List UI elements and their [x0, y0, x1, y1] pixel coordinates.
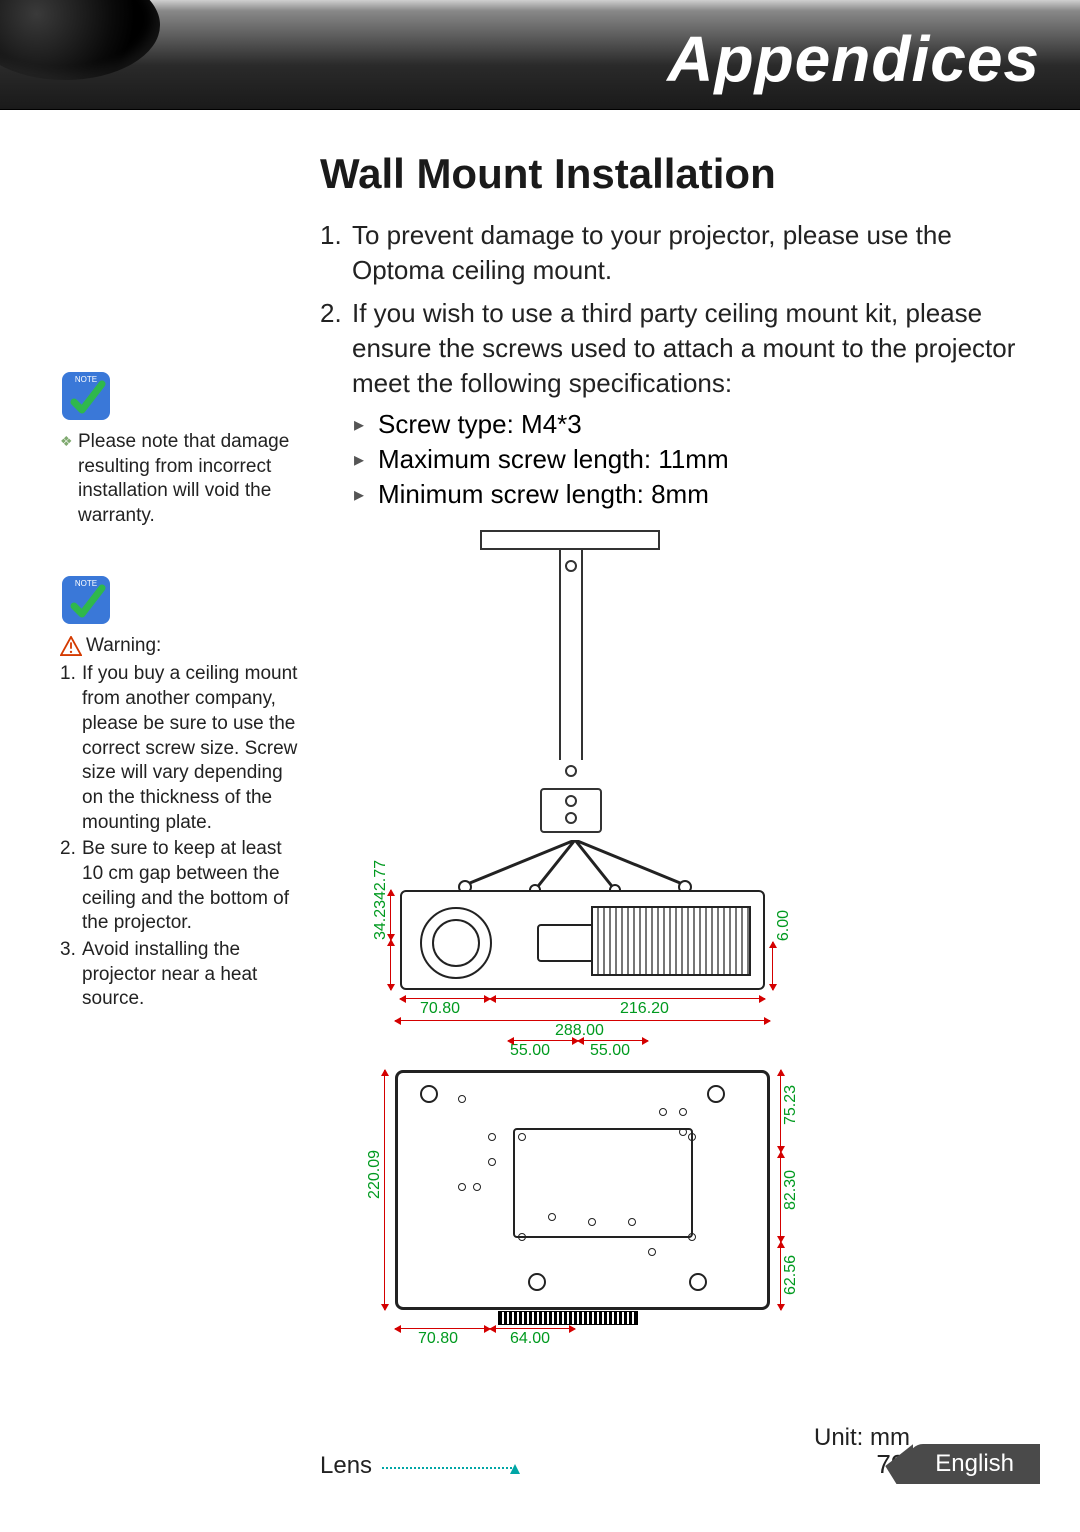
- hole: [528, 1273, 546, 1291]
- dim-line: [490, 1328, 575, 1329]
- note-badge-icon: NOTE: [60, 370, 112, 422]
- hole: [458, 1183, 466, 1191]
- hole: [689, 1273, 707, 1291]
- warning-item-1: 1.If you buy a ceiling mount from anothe…: [60, 662, 300, 835]
- svg-text:NOTE: NOTE: [75, 579, 97, 588]
- arrow-bullet-icon: ▸: [354, 409, 378, 437]
- front-mid-port: [537, 924, 597, 962]
- hole: [688, 1133, 696, 1141]
- dim-label: 70.80: [420, 1000, 460, 1018]
- projector-front-view: [400, 890, 765, 990]
- dim-line: [400, 998, 490, 999]
- section-title: Wall Mount Installation: [320, 150, 1040, 198]
- diamond-bullet-icon: ❖: [60, 430, 78, 529]
- note1-entry: ❖ Please note that damage resulting from…: [60, 430, 300, 529]
- svg-text:NOTE: NOTE: [75, 375, 97, 384]
- foot-scale: [498, 1311, 638, 1325]
- dim-label: 220.09: [366, 1150, 384, 1199]
- note1-text: Please note that damage resulting from i…: [78, 430, 300, 529]
- main-column: Wall Mount Installation 1.To prevent dam…: [320, 150, 1040, 1360]
- dim-line: [780, 1152, 781, 1242]
- mount-diagram: 34.23 42.77 6.00 70.80 216.20 288.00 55.…: [340, 530, 860, 1360]
- dim-line: [578, 1040, 648, 1041]
- dim-line: [384, 1070, 385, 1310]
- page-body: NOTE ❖ Please note that damage resulting…: [0, 110, 1080, 1360]
- hole: [707, 1085, 725, 1103]
- mount-arms: [435, 840, 715, 895]
- header-lens-decor: [0, 0, 160, 80]
- hole: [488, 1133, 496, 1141]
- projector-bottom-view: [395, 1070, 770, 1310]
- hole: [679, 1108, 687, 1116]
- dim-label: 75.23: [782, 1085, 800, 1125]
- language-tab: English: [909, 1444, 1040, 1484]
- lens-label: Lens: [320, 1452, 372, 1480]
- warning-heading: Warning:: [60, 634, 300, 659]
- dim-label: 6.00: [775, 910, 793, 941]
- note-badge-icon-2: NOTE: [60, 574, 112, 626]
- dim-label: 70.80: [418, 1330, 458, 1348]
- instruction-1: 1.To prevent damage to your projector, p…: [320, 218, 1040, 288]
- dim-label: 82.30: [782, 1170, 800, 1210]
- vent-panel: [591, 906, 751, 976]
- dim-label: 62.56: [782, 1255, 800, 1295]
- page-number-wrap: 79 English: [876, 1444, 1040, 1484]
- dim-line: [780, 1242, 781, 1310]
- header-band: Appendices: [0, 0, 1080, 110]
- ceiling-plate: [480, 530, 660, 550]
- warning-triangle-icon: [60, 636, 82, 656]
- mount-pole: [559, 550, 583, 760]
- arrow-bullet-icon: ▸: [354, 479, 378, 507]
- note-block-1: NOTE ❖ Please note that damage resulting…: [60, 370, 300, 529]
- spec-list: ▸Screw type: M4*3 ▸Maximum screw length:…: [354, 409, 1040, 510]
- dim-label: 55.00: [510, 1042, 550, 1060]
- instruction-list: 1.To prevent damage to your projector, p…: [320, 218, 1040, 401]
- lens-arrow-icon: [510, 1464, 520, 1474]
- dim-line: [508, 1040, 578, 1041]
- dim-line: [772, 942, 773, 990]
- hole: [688, 1233, 696, 1241]
- warning-item-2: 2.Be sure to keep at least 10 cm gap bet…: [60, 837, 300, 936]
- sidebar: NOTE ❖ Please note that damage resulting…: [60, 370, 300, 1057]
- dim-label: 55.00: [590, 1042, 630, 1060]
- dim-line: [390, 890, 391, 940]
- header-title: Appendices: [667, 22, 1040, 96]
- hole: [488, 1158, 496, 1166]
- spec-3: ▸Minimum screw length: 8mm: [354, 479, 1040, 510]
- hole: [420, 1085, 438, 1103]
- warning-label: Warning:: [86, 634, 161, 659]
- dim-line: [490, 998, 765, 999]
- spec-1: ▸Screw type: M4*3: [354, 409, 1040, 440]
- instruction-2: 2.If you wish to use a third party ceili…: [320, 296, 1040, 401]
- dim-label: 64.00: [510, 1330, 550, 1348]
- dim-line: [390, 940, 391, 990]
- dim-label: 216.20: [620, 1000, 669, 1018]
- lens-leader-line: [382, 1467, 512, 1469]
- note-block-2: NOTE Warning: 1.If you buy a ceiling mou…: [60, 574, 300, 1012]
- mount-plate-outline: [513, 1128, 693, 1238]
- footer: Lens 79 English: [0, 1442, 1080, 1502]
- hole: [648, 1248, 656, 1256]
- mount-screw: [565, 765, 577, 777]
- arrow-bullet-icon: ▸: [354, 444, 378, 472]
- warning-item-3: 3.Avoid installing the projector near a …: [60, 938, 300, 1012]
- hole: [518, 1233, 526, 1241]
- dim-line: [780, 1070, 781, 1152]
- dim-line: [395, 1328, 490, 1329]
- hole: [659, 1108, 667, 1116]
- spec-2: ▸Maximum screw length: 11mm: [354, 444, 1040, 475]
- dim-line: [395, 1020, 770, 1021]
- hole: [473, 1183, 481, 1191]
- hole: [458, 1095, 466, 1103]
